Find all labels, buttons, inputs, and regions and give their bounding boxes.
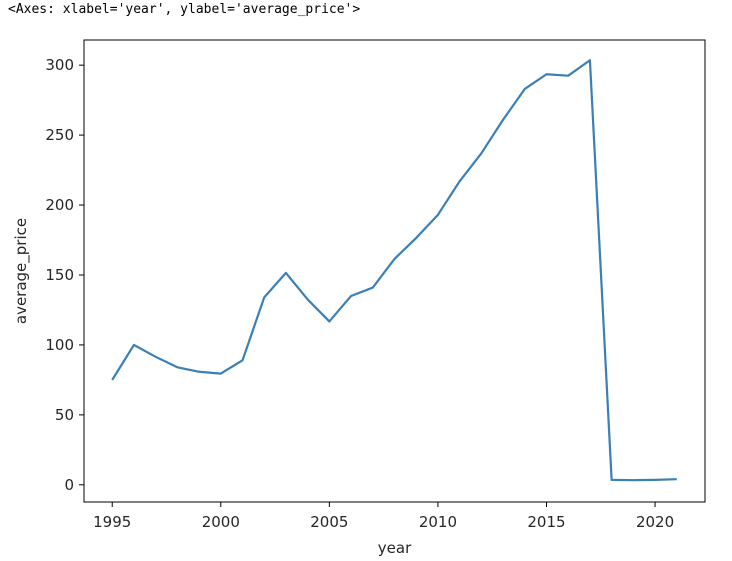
plot-area: [83, 39, 706, 503]
y-tick-label: 250: [45, 126, 74, 144]
y-tick-label: 100: [45, 336, 74, 354]
axes-frame: [83, 39, 706, 503]
y-tick-label: 300: [45, 56, 74, 74]
y-tick-label: 0: [64, 476, 74, 494]
x-tick-label: 2005: [310, 513, 348, 531]
y-axis-label: average_price: [12, 218, 31, 324]
x-tick-label: 2010: [419, 513, 457, 531]
series-line-0: [111, 59, 677, 482]
x-tick-label: 1995: [93, 513, 131, 531]
ticks: 1995 2000 2005 2010 2015 2020 0 50 100 150 200 250 3…: [45, 56, 674, 531]
y-tick-label: 50: [55, 406, 74, 424]
x-tick-label: 2020: [636, 513, 674, 531]
x-axis-label: year: [378, 539, 412, 557]
x-tick-label: 2015: [527, 513, 565, 531]
y-tick-label: 150: [45, 266, 74, 284]
y-tick-label: 200: [45, 196, 74, 214]
cell-output-repr: <Axes: xlabel='year', ylabel='average_pr…: [8, 2, 361, 17]
x-tick-label: 2000: [202, 513, 240, 531]
